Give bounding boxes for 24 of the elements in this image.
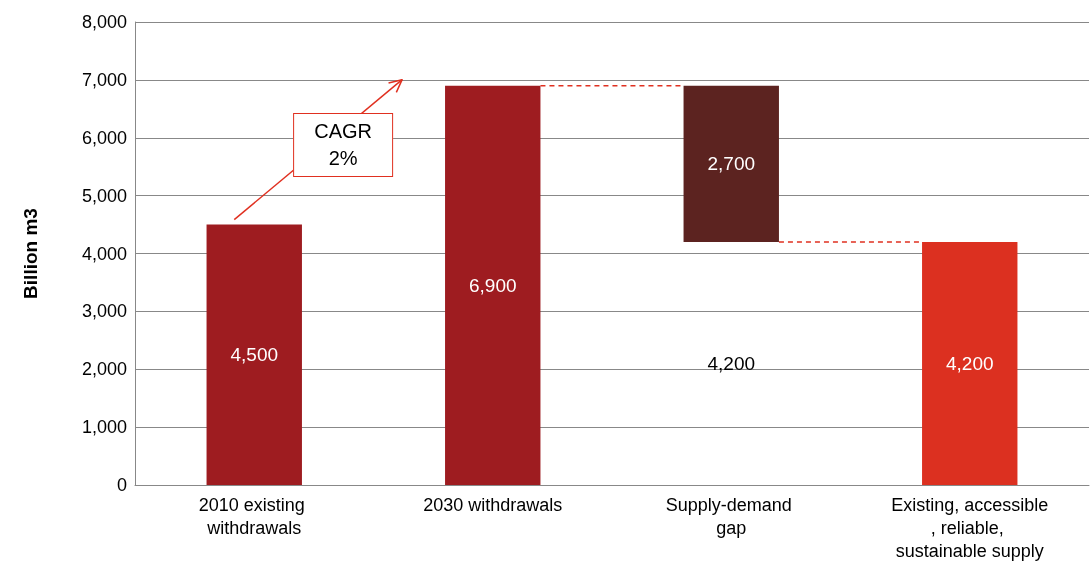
bar: [922, 241, 1018, 485]
data-label: 4,200: [945, 352, 994, 374]
x-tick-label: 2030 withdrawals: [423, 494, 563, 515]
bar: [445, 85, 541, 485]
data-label: 2,700: [707, 153, 756, 175]
data-label: 4,500: [230, 344, 279, 366]
x-tick-label: Supply-demand gap: [665, 494, 797, 538]
y-tick-label: 0: [116, 475, 127, 495]
y-tick-label: 8,000: [81, 12, 127, 32]
y-tick-label: 1,000: [81, 417, 127, 438]
y-axis-title: Billion m3: [20, 208, 41, 299]
y-tick-label: 3,000: [81, 301, 127, 322]
bar: [683, 85, 779, 242]
y-tick-label: 4,000: [81, 243, 127, 264]
x-tick-label: Existing, accessible, reliable, sustainable supply: [891, 494, 1049, 561]
y-tick-label: 6,000: [81, 127, 127, 148]
annotation: CAGR 2%: [293, 112, 394, 177]
y-tick-label: 2,000: [81, 359, 127, 380]
x-tick-label: 2010 existing withdrawals: [198, 494, 310, 538]
bar: [206, 224, 302, 485]
annotation: 4,200: [707, 352, 756, 374]
y-tick-label: 7,000: [81, 69, 127, 90]
y-tick-label: 5,000: [81, 185, 127, 206]
data-label: 6,900: [468, 274, 517, 296]
